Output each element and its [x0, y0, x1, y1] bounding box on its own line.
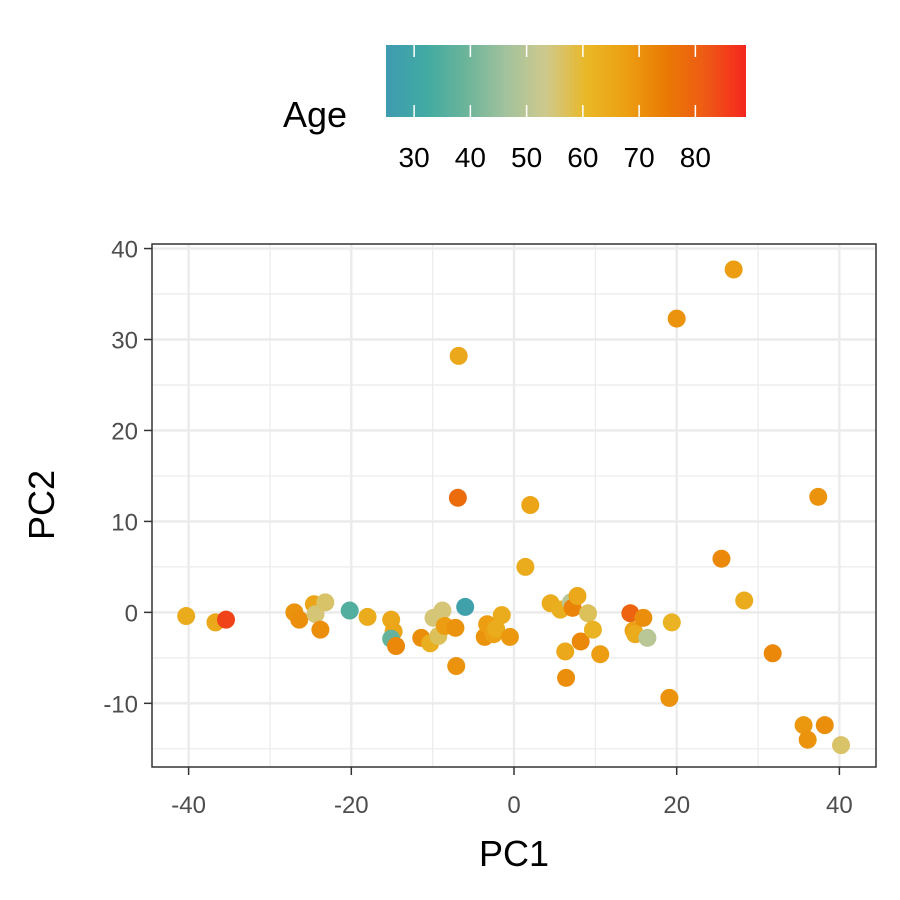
data-point — [311, 620, 330, 639]
data-point — [521, 496, 540, 515]
x-tick-label: -20 — [334, 792, 369, 819]
colorbar-ticks: 30 40 50 60 70 80 — [399, 45, 711, 173]
data-point — [456, 597, 475, 616]
data-point — [449, 346, 468, 365]
colorbar-tick-label: 40 — [455, 142, 486, 173]
x-tick-label: 0 — [507, 792, 520, 819]
data-point — [433, 601, 452, 620]
data-point — [712, 549, 731, 568]
data-point — [556, 642, 575, 661]
data-point — [579, 604, 598, 623]
x-tick-label: 20 — [663, 792, 690, 819]
color-legend: Age 30 40 50 60 70 80 — [283, 45, 746, 173]
data-point — [500, 627, 519, 646]
data-point — [794, 716, 813, 735]
x-axis: -40 -20 0 20 40 — [171, 767, 853, 819]
data-point — [217, 610, 236, 629]
data-point — [591, 645, 610, 664]
data-point — [571, 632, 590, 651]
x-axis-title: PC1 — [479, 833, 549, 874]
legend-title: Age — [283, 94, 347, 135]
colorbar-tick-label: 30 — [399, 142, 430, 173]
data-point — [763, 644, 782, 663]
data-point — [492, 606, 511, 625]
data-point — [340, 601, 359, 620]
y-tick-label: 40 — [111, 237, 138, 264]
y-axis: -10 0 10 20 30 40 — [103, 237, 152, 718]
data-point — [448, 488, 467, 507]
data-point — [316, 593, 335, 612]
data-point — [290, 610, 309, 629]
data-point — [832, 736, 851, 755]
plot-panel: -40 -20 0 20 40 -10 0 10 20 30 40 — [103, 237, 877, 819]
y-axis-title: PC2 — [21, 470, 62, 540]
data-point — [583, 620, 602, 639]
data-points — [177, 260, 851, 755]
data-point — [809, 487, 828, 506]
data-point — [634, 608, 653, 627]
y-tick-label: 30 — [111, 328, 138, 355]
data-point — [724, 260, 743, 279]
data-point — [638, 628, 657, 647]
data-point — [446, 618, 465, 637]
data-point — [660, 688, 679, 707]
x-tick-label: 40 — [826, 792, 853, 819]
colorbar — [386, 45, 746, 117]
grid-major — [152, 244, 876, 767]
data-point — [447, 657, 466, 676]
data-point — [177, 607, 196, 626]
data-point — [487, 619, 506, 638]
data-point — [387, 637, 406, 656]
data-point — [798, 730, 817, 749]
colorbar-tick-label: 60 — [567, 142, 598, 173]
data-point — [358, 607, 377, 626]
colorbar-tick-label: 50 — [511, 142, 542, 173]
data-point — [662, 613, 681, 632]
data-point — [568, 587, 587, 606]
data-point — [735, 591, 754, 610]
data-point — [516, 557, 535, 576]
y-tick-label: 0 — [125, 600, 138, 627]
y-tick-label: -10 — [103, 691, 138, 718]
data-point — [306, 605, 325, 624]
colorbar-tick-label: 80 — [680, 142, 711, 173]
x-tick-label: -40 — [171, 792, 206, 819]
data-point — [815, 716, 834, 735]
y-tick-label: 10 — [111, 509, 138, 536]
colorbar-tick-label: 70 — [624, 142, 655, 173]
y-tick-label: 20 — [111, 418, 138, 445]
data-point — [667, 309, 686, 328]
data-point — [557, 668, 576, 687]
